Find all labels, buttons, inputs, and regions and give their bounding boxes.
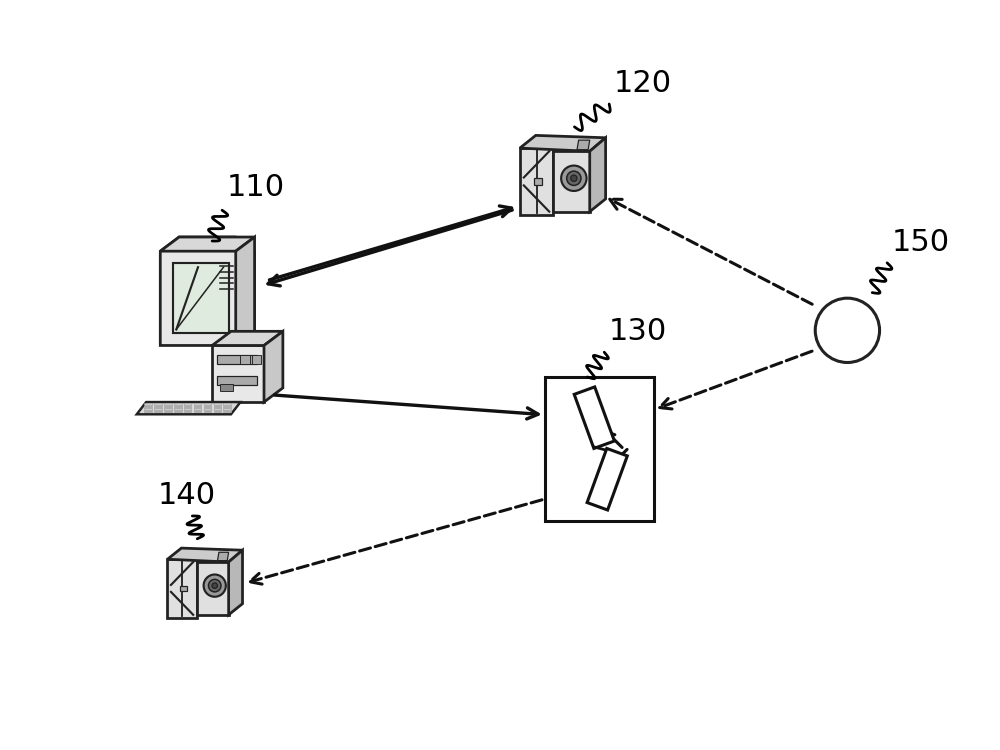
Polygon shape xyxy=(553,152,590,211)
Polygon shape xyxy=(194,403,201,405)
Polygon shape xyxy=(264,332,283,402)
Text: 140: 140 xyxy=(158,481,216,510)
Polygon shape xyxy=(534,178,542,184)
Polygon shape xyxy=(137,402,240,414)
Circle shape xyxy=(571,175,577,181)
Text: 150: 150 xyxy=(892,228,950,257)
Polygon shape xyxy=(223,411,231,413)
Polygon shape xyxy=(240,355,250,364)
Polygon shape xyxy=(587,448,627,510)
Polygon shape xyxy=(214,408,221,410)
Polygon shape xyxy=(173,263,229,333)
Circle shape xyxy=(208,579,221,592)
Polygon shape xyxy=(214,406,221,407)
Polygon shape xyxy=(194,408,201,410)
Polygon shape xyxy=(180,586,187,591)
Polygon shape xyxy=(204,406,211,407)
Polygon shape xyxy=(223,408,231,410)
Polygon shape xyxy=(520,136,606,152)
Polygon shape xyxy=(212,332,283,346)
Polygon shape xyxy=(545,377,654,521)
Polygon shape xyxy=(214,403,221,405)
Polygon shape xyxy=(184,406,191,407)
Text: 120: 120 xyxy=(614,69,672,98)
Polygon shape xyxy=(160,237,255,251)
Polygon shape xyxy=(174,408,182,410)
Polygon shape xyxy=(174,411,182,413)
Polygon shape xyxy=(218,552,229,560)
Circle shape xyxy=(212,583,218,589)
Polygon shape xyxy=(197,562,229,615)
Polygon shape xyxy=(236,237,255,346)
Polygon shape xyxy=(214,411,221,413)
Polygon shape xyxy=(223,406,231,407)
Polygon shape xyxy=(194,406,201,407)
Polygon shape xyxy=(184,403,191,405)
Polygon shape xyxy=(252,355,261,364)
Polygon shape xyxy=(204,403,211,405)
Circle shape xyxy=(561,166,587,191)
Polygon shape xyxy=(217,376,257,385)
Polygon shape xyxy=(204,411,211,413)
Text: 110: 110 xyxy=(227,173,285,202)
Polygon shape xyxy=(164,408,172,410)
Polygon shape xyxy=(229,550,243,615)
Polygon shape xyxy=(167,548,243,562)
Polygon shape xyxy=(144,403,152,405)
Polygon shape xyxy=(154,403,162,405)
Polygon shape xyxy=(577,140,590,150)
Polygon shape xyxy=(154,408,162,410)
Polygon shape xyxy=(574,387,614,448)
Polygon shape xyxy=(164,411,172,413)
Polygon shape xyxy=(144,411,152,413)
Polygon shape xyxy=(212,346,264,402)
Polygon shape xyxy=(223,403,231,405)
Polygon shape xyxy=(144,408,152,410)
Circle shape xyxy=(567,171,581,185)
Polygon shape xyxy=(167,560,197,617)
Polygon shape xyxy=(154,411,162,413)
Polygon shape xyxy=(217,355,257,364)
Polygon shape xyxy=(164,403,172,405)
Polygon shape xyxy=(160,237,255,346)
Text: 130: 130 xyxy=(609,317,667,346)
Polygon shape xyxy=(520,148,553,214)
Polygon shape xyxy=(154,406,162,407)
Polygon shape xyxy=(204,408,211,410)
Polygon shape xyxy=(590,138,606,212)
Polygon shape xyxy=(144,406,152,407)
Polygon shape xyxy=(164,406,172,407)
Polygon shape xyxy=(184,408,191,410)
Circle shape xyxy=(815,298,880,362)
Circle shape xyxy=(204,574,226,597)
Polygon shape xyxy=(174,406,182,407)
Polygon shape xyxy=(184,411,191,413)
Polygon shape xyxy=(220,384,233,391)
Polygon shape xyxy=(194,411,201,413)
Polygon shape xyxy=(174,403,182,405)
